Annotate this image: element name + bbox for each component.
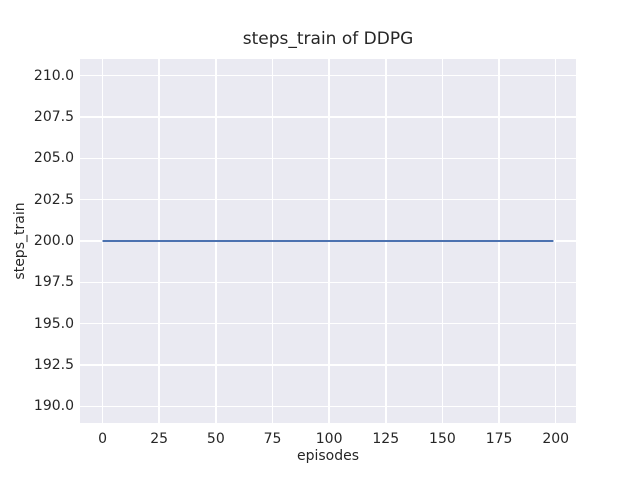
x-tick-label: 75 (263, 431, 282, 447)
series-layer (102, 240, 554, 242)
x-tick-label: 50 (206, 431, 225, 447)
x-tick-label: 125 (372, 431, 400, 447)
horizontal-gridline (80, 116, 576, 118)
horizontal-gridline (80, 405, 576, 408)
y-tick-label: 202.5 (33, 191, 74, 208)
x-tick-label: 100 (315, 431, 343, 447)
y-tick-label: 195.0 (33, 315, 74, 332)
x-tick-label: 150 (429, 431, 456, 447)
horizontal-gridline (80, 322, 576, 325)
y-tick-label: 205.0 (33, 150, 74, 167)
y-tick-label: 190.0 (33, 398, 74, 415)
horizontal-gridline (80, 74, 576, 77)
y-tick-label: 197.5 (33, 274, 74, 291)
horizontal-gridline (80, 198, 576, 201)
x-tick-label: 175 (485, 431, 513, 447)
x-tick-label: 200 (542, 431, 570, 447)
horizontal-gridline (80, 157, 576, 160)
y-tick-label: 210.0 (33, 67, 74, 84)
plot-area (80, 59, 576, 423)
x-tick-label: 0 (98, 431, 107, 447)
y-tick-label: 192.5 (33, 357, 74, 374)
horizontal-gridline (80, 281, 576, 284)
x-axis-label: episodes (296, 448, 360, 464)
horizontal-gridline (80, 364, 576, 366)
y-tick-label: 200.0 (33, 233, 74, 249)
y-tick-label: 207.5 (33, 108, 74, 125)
x-tick-label: 25 (150, 431, 169, 447)
chart-title: steps_train of DDPG (242, 29, 414, 49)
